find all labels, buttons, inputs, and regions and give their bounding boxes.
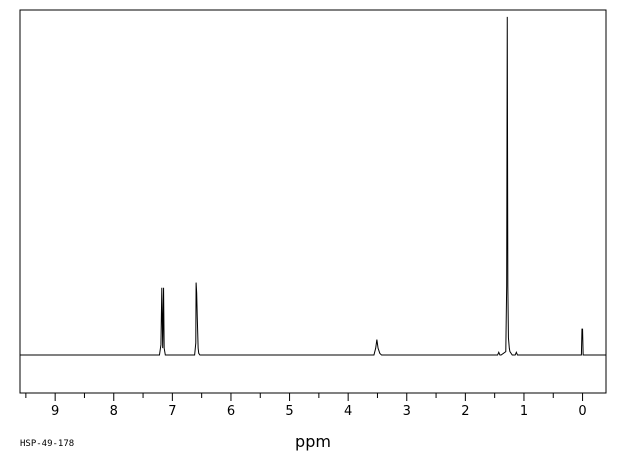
x-tick-label: 3 [403,404,411,419]
x-tick-label: 2 [461,404,469,419]
x-tick-label: 9 [51,404,59,419]
plot-frame [19,9,607,394]
x-axis-tick-labels: 9 8 7 6 5 4 3 2 1 0 [51,404,587,419]
spectrum-line [20,16,606,356]
x-tick-label: 5 [285,404,293,419]
x-tick-label: 0 [578,404,586,419]
x-axis-title: ppm [295,432,331,451]
x-tick-label: 1 [520,404,528,419]
x-axis-ticks [25,393,584,401]
x-tick-label: 7 [168,404,176,419]
x-tick-label: 6 [227,404,235,419]
x-tick-label: 4 [344,404,352,419]
spectrum-code-label: HSP-49-178 [20,439,74,449]
x-tick-label: 8 [110,404,118,419]
